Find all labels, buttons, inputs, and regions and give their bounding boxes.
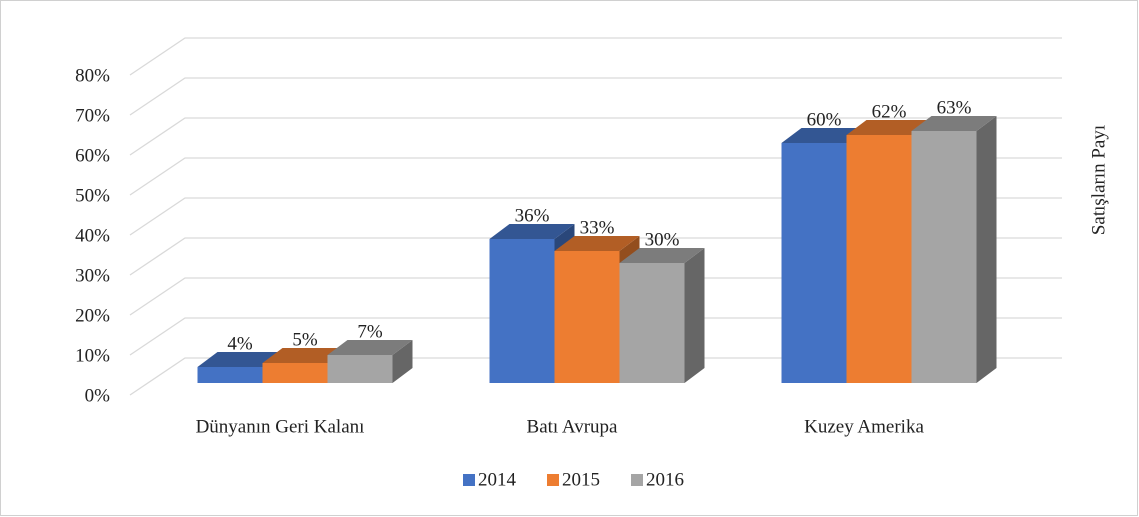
bar-side bbox=[392, 340, 413, 383]
data-label: 62% bbox=[872, 101, 907, 122]
grid-line bbox=[129, 37, 1062, 76]
bar-top bbox=[262, 348, 348, 363]
data-label: 36% bbox=[515, 205, 550, 226]
y-tick-label: 0% bbox=[85, 385, 111, 406]
y-tick-label: 40% bbox=[75, 225, 110, 246]
bar-top bbox=[327, 340, 413, 355]
bar-top bbox=[846, 120, 932, 135]
bar bbox=[262, 363, 328, 383]
grid-line bbox=[129, 317, 1062, 356]
data-label: 5% bbox=[292, 329, 318, 350]
legend-label: 2016 bbox=[646, 469, 684, 490]
bar bbox=[327, 355, 393, 383]
bar-side bbox=[976, 116, 997, 383]
x-tick-label: Batı Avrupa bbox=[527, 416, 619, 437]
y-axis-title: Satışların Payı bbox=[1088, 125, 1109, 235]
data-label: 33% bbox=[580, 217, 615, 238]
legend-swatch bbox=[631, 474, 643, 486]
grid-line bbox=[129, 157, 1062, 196]
bar bbox=[619, 263, 685, 383]
y-tick-label: 50% bbox=[75, 185, 110, 206]
bar bbox=[489, 239, 555, 383]
data-label: 63% bbox=[937, 97, 972, 118]
bar-side bbox=[684, 248, 705, 383]
bar-top bbox=[197, 352, 283, 367]
bar bbox=[554, 251, 620, 383]
data-label: 7% bbox=[357, 321, 383, 342]
grid-line bbox=[129, 237, 1062, 276]
x-tick-label: Dünyanın Geri Kalanı bbox=[196, 416, 365, 437]
grid-line bbox=[129, 77, 1062, 116]
bar bbox=[197, 367, 263, 383]
data-label: 4% bbox=[227, 333, 253, 354]
y-tick-label: 30% bbox=[75, 265, 110, 286]
legend-swatch bbox=[547, 474, 559, 486]
grid-line bbox=[129, 197, 1062, 236]
bar-top bbox=[489, 224, 575, 239]
bar-top bbox=[554, 236, 640, 251]
bar bbox=[911, 131, 977, 383]
bar bbox=[846, 135, 912, 383]
bar-top bbox=[781, 128, 867, 143]
x-tick-label: Kuzey Amerika bbox=[804, 416, 924, 437]
legend-label: 2015 bbox=[562, 469, 600, 490]
data-label: 60% bbox=[807, 109, 842, 130]
data-label: 30% bbox=[645, 229, 680, 250]
bar-top bbox=[619, 248, 705, 263]
grid-line bbox=[129, 277, 1062, 316]
y-tick-label: 20% bbox=[75, 305, 110, 326]
legend-swatch bbox=[463, 474, 475, 486]
y-tick-label: 70% bbox=[75, 105, 110, 126]
y-tick-label: 80% bbox=[75, 65, 110, 86]
y-tick-label: 10% bbox=[75, 345, 110, 366]
legend-label: 2014 bbox=[478, 469, 517, 490]
grid-line bbox=[129, 117, 1062, 156]
grid-line bbox=[129, 357, 1062, 396]
y-tick-label: 60% bbox=[75, 145, 110, 166]
bar bbox=[781, 143, 847, 383]
bar-top bbox=[911, 116, 997, 131]
